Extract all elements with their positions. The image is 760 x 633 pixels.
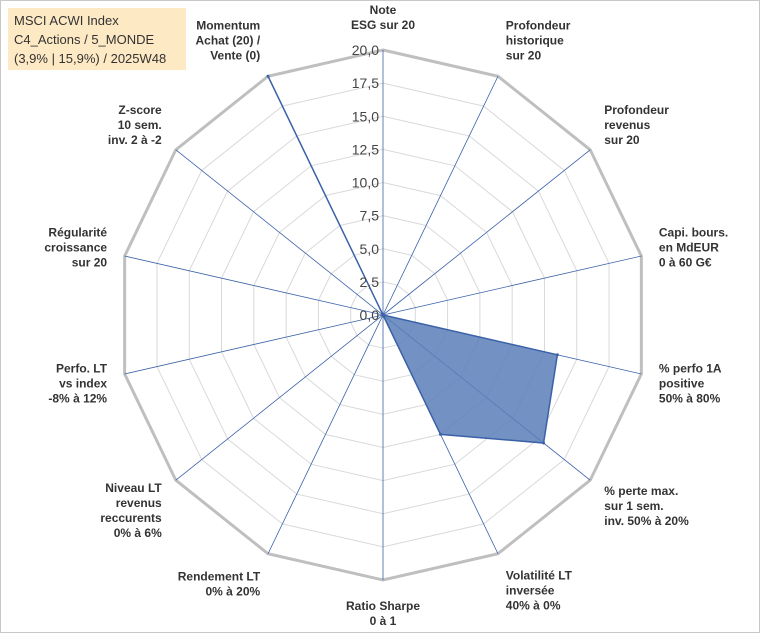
axis-label-6: % perte max. sur 1 sem. inv. 50% à 20% <box>604 484 689 528</box>
tick-label: 17,5 <box>352 75 379 91</box>
axis-label-line: Profondeur <box>604 103 669 117</box>
tick-label: 12,5 <box>352 141 379 157</box>
axis-label-line: Note <box>370 3 397 17</box>
spoke-11 <box>124 314 384 375</box>
axis-label-4: Capi. bours. en MdEUR 0 à 60 G€ <box>659 226 728 270</box>
axis-label-line: -8% à 12% <box>48 391 107 405</box>
axis-label-line: Rendement LT <box>178 569 261 583</box>
axis-label-line: inversée <box>506 584 555 598</box>
data-point-5 <box>555 353 559 357</box>
data-point-13 <box>381 313 385 317</box>
axis-label-9: Rendement LT 0% à 20% <box>178 569 261 598</box>
spoke-9 <box>267 314 384 554</box>
axis-label-line: revenus <box>604 118 650 132</box>
data-point-14 <box>266 74 270 78</box>
tick-labels: 0,0 2,5 5,0 7,5 10,0 12,5 15,0 17,5 20,0 <box>352 42 379 323</box>
axis-label-line: Ratio Sharpe <box>346 599 420 613</box>
axis-label-line: reccurents <box>100 511 162 525</box>
axis-label-line: Perfo. LT <box>56 361 108 375</box>
axis-label-line: 0 à 60 G€ <box>659 256 712 270</box>
data-point-7 <box>438 432 442 436</box>
axis-label-line: sur 20 <box>72 256 108 270</box>
axis-label-line: Niveau LT <box>105 481 162 495</box>
spoke-2 <box>382 76 499 316</box>
axis-label-3: Profondeur revenus sur 20 <box>604 103 669 147</box>
tick-label: 15,0 <box>352 108 379 124</box>
axis-label-line: sur 20 <box>604 133 640 147</box>
axis-label-14: Momentum Achat (20) / Vente (0) <box>196 18 261 62</box>
axis-label-10: Niveau LT revenus reccurents 0% à 6% <box>100 481 162 540</box>
axis-label-1: Note ESG sur 20 <box>351 3 415 32</box>
title-line-1: MSCI ACWI Index <box>14 13 119 28</box>
axis-label-line: 50% à 80% <box>659 391 721 405</box>
axis-label-line: Volatilité LT <box>506 569 573 583</box>
axis-label-line: en MdEUR <box>659 241 719 255</box>
axis-label-line: revenus <box>116 496 162 510</box>
axis-label-line: ESG sur 20 <box>351 18 415 32</box>
axis-label-8: Ratio Sharpe 0 à 1 <box>346 599 420 628</box>
axis-label-line: Momentum <box>196 18 260 32</box>
axis-labels: Note ESG sur 20 Profondeur historique sur 20… <box>44 3 728 628</box>
spoke-4 <box>382 255 642 316</box>
tick-label: 7,5 <box>360 208 380 224</box>
axis-label-line: 0% à 20% <box>206 584 261 598</box>
axis-label-line: % perte max. <box>604 484 678 498</box>
spoke-13 <box>175 149 384 316</box>
axis-label-13: Z-score 10 sem. inv. 2 à -2 <box>108 103 162 147</box>
axis-label-7: Volatilité LT inversée 40% à 0% <box>506 569 573 613</box>
axis-label-line: historique <box>506 33 564 47</box>
axis-label-2: Profondeur historique sur 20 <box>506 18 571 62</box>
axis-label-line: 0 à 1 <box>370 614 397 628</box>
spoke-10 <box>175 314 384 481</box>
data-point-6 <box>542 441 546 445</box>
tick-label: 2,5 <box>360 274 380 290</box>
axis-label-line: Achat (20) / <box>196 33 261 47</box>
axis-label-line: Profondeur <box>506 18 571 32</box>
axis-label-line: % perfo 1A <box>659 361 722 375</box>
tick-label: 5,0 <box>360 241 380 257</box>
title-line-3: (3,9% | 15,9%) / 2025W48 <box>14 51 167 66</box>
axis-label-5: % perfo 1A positive 50% à 80% <box>659 361 722 405</box>
axis-label-line: Vente (0) <box>210 48 260 62</box>
title-line-2: C4_Actions / 5_MONDE <box>14 32 155 47</box>
axis-label-line: positive <box>659 376 705 390</box>
tick-label: 10,0 <box>352 175 379 191</box>
spoke-3 <box>382 149 591 316</box>
axis-label-line: sur 1 sem. <box>604 499 663 513</box>
axis-label-line: 40% à 0% <box>506 599 561 613</box>
axis-label-line: croissance <box>44 241 107 255</box>
axis-label-line: inv. 50% à 20% <box>604 514 689 528</box>
series-area <box>267 75 559 444</box>
axis-label-line: inv. 2 à -2 <box>108 133 162 147</box>
axis-label-line: sur 20 <box>506 48 542 62</box>
series-layer <box>266 74 559 445</box>
axis-label-11: Perfo. LT vs index -8% à 12% <box>48 361 107 405</box>
axis-label-12: Régularité croissance sur 20 <box>44 226 107 270</box>
tick-label: 20,0 <box>352 42 379 58</box>
axis-label-line: Capi. bours. <box>659 226 728 240</box>
axis-label-line: 0% à 6% <box>114 526 162 540</box>
axis-label-line: 10 sem. <box>118 118 162 132</box>
tick-label: 0,0 <box>360 307 380 323</box>
chart-title-box: MSCI ACWI Index C4_Actions / 5_MONDE (3,… <box>8 8 186 70</box>
axis-label-line: vs index <box>59 376 107 390</box>
axis-label-line: Z-score <box>118 103 162 117</box>
axis-label-line: Régularité <box>48 226 107 240</box>
spoke-12 <box>124 255 384 316</box>
